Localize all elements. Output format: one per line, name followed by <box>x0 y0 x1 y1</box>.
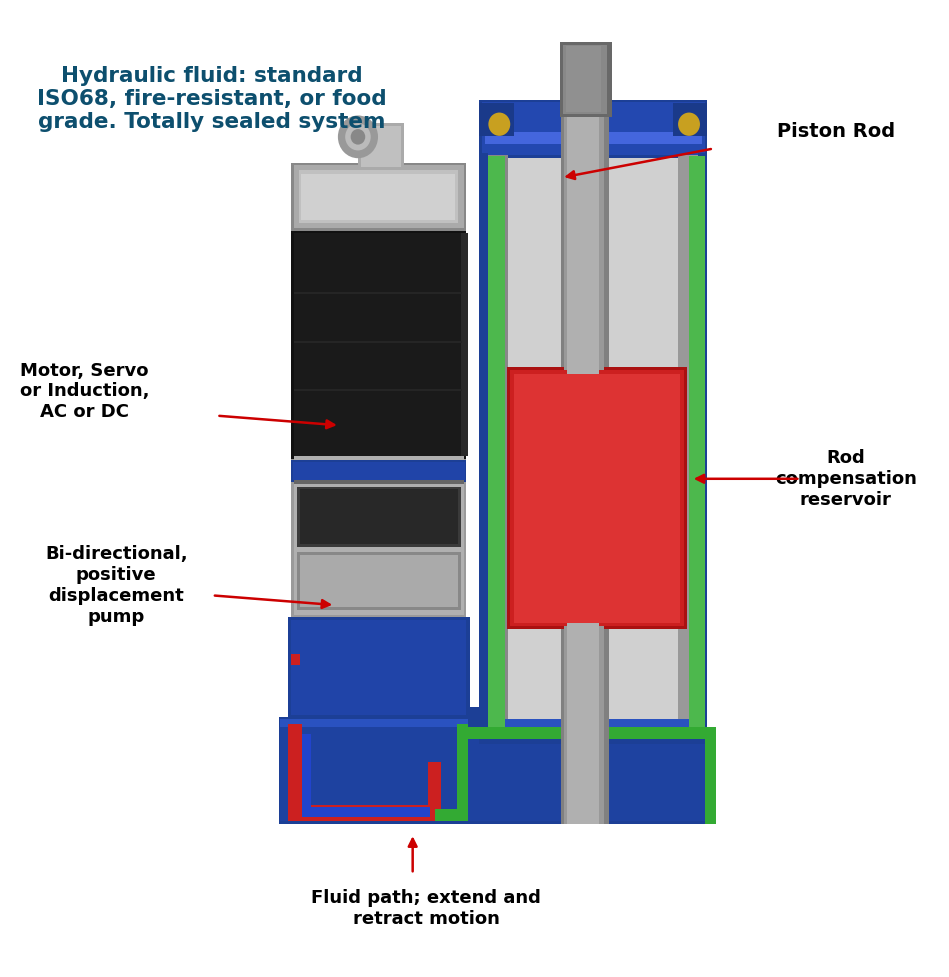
Bar <box>505 156 689 737</box>
Bar <box>673 103 707 136</box>
Bar <box>564 114 605 824</box>
Bar <box>463 719 707 727</box>
Bar <box>561 42 611 117</box>
Bar <box>291 654 301 665</box>
Bar <box>294 233 464 456</box>
Bar <box>461 233 468 456</box>
Bar <box>291 460 467 482</box>
Bar <box>457 724 468 821</box>
Bar <box>479 100 707 158</box>
Bar <box>482 102 704 155</box>
Bar <box>303 735 311 817</box>
Bar <box>293 462 465 480</box>
Bar <box>303 807 430 817</box>
Bar <box>562 114 608 824</box>
Bar <box>280 719 463 727</box>
Bar <box>689 156 705 734</box>
Bar <box>489 156 505 734</box>
Bar <box>294 341 462 343</box>
Bar <box>567 114 599 824</box>
Bar <box>294 292 462 294</box>
Bar <box>566 46 601 111</box>
Text: Hydraulic fluid: standard
ISO68, fire-resistant, or food
grade. Totally sealed s: Hydraulic fluid: standard ISO68, fire-re… <box>37 65 387 132</box>
Bar <box>361 126 400 167</box>
Bar <box>291 232 467 459</box>
Text: Motor, Servo
or Induction,
AC or DC: Motor, Servo or Induction, AC or DC <box>20 361 149 421</box>
Bar <box>299 170 458 224</box>
Circle shape <box>350 129 365 145</box>
Circle shape <box>338 115 378 158</box>
Bar <box>428 762 441 821</box>
Circle shape <box>345 123 371 150</box>
Bar <box>507 367 687 629</box>
Bar <box>485 132 702 144</box>
Bar <box>436 809 468 821</box>
Bar <box>291 619 467 715</box>
Bar <box>288 724 303 821</box>
Bar <box>294 448 464 615</box>
Bar <box>291 163 467 232</box>
Bar <box>297 552 461 610</box>
Bar <box>294 165 464 229</box>
Text: Bi-directional,
positive
displacement
pump: Bi-directional, positive displacement pu… <box>45 545 188 626</box>
Bar <box>679 153 705 737</box>
Bar <box>280 724 705 821</box>
Circle shape <box>679 112 700 136</box>
Bar <box>468 707 483 737</box>
Text: Fluid path; extend and
retract motion: Fluid path; extend and retract motion <box>311 889 541 927</box>
Bar <box>511 370 683 626</box>
Bar <box>505 156 689 737</box>
Bar <box>280 719 705 821</box>
Bar <box>294 480 464 484</box>
Bar <box>705 727 716 824</box>
Bar <box>481 153 509 737</box>
Bar <box>291 446 467 616</box>
Bar <box>302 174 455 221</box>
Text: Rod
compensation
reservoir: Rod compensation reservoir <box>775 449 917 509</box>
Bar <box>563 45 607 114</box>
Bar <box>698 153 707 737</box>
Bar <box>300 555 458 607</box>
Bar <box>479 733 707 744</box>
Bar <box>479 103 514 136</box>
Bar <box>294 390 462 392</box>
Bar <box>479 153 489 737</box>
Circle shape <box>489 112 511 136</box>
Bar <box>457 728 709 740</box>
Bar <box>288 805 434 821</box>
Bar <box>279 717 707 824</box>
Bar <box>288 616 470 719</box>
Bar <box>514 374 679 622</box>
Bar <box>297 487 461 547</box>
Bar <box>358 123 403 170</box>
Bar <box>300 489 458 544</box>
Text: Piston Rod: Piston Rod <box>777 121 896 141</box>
